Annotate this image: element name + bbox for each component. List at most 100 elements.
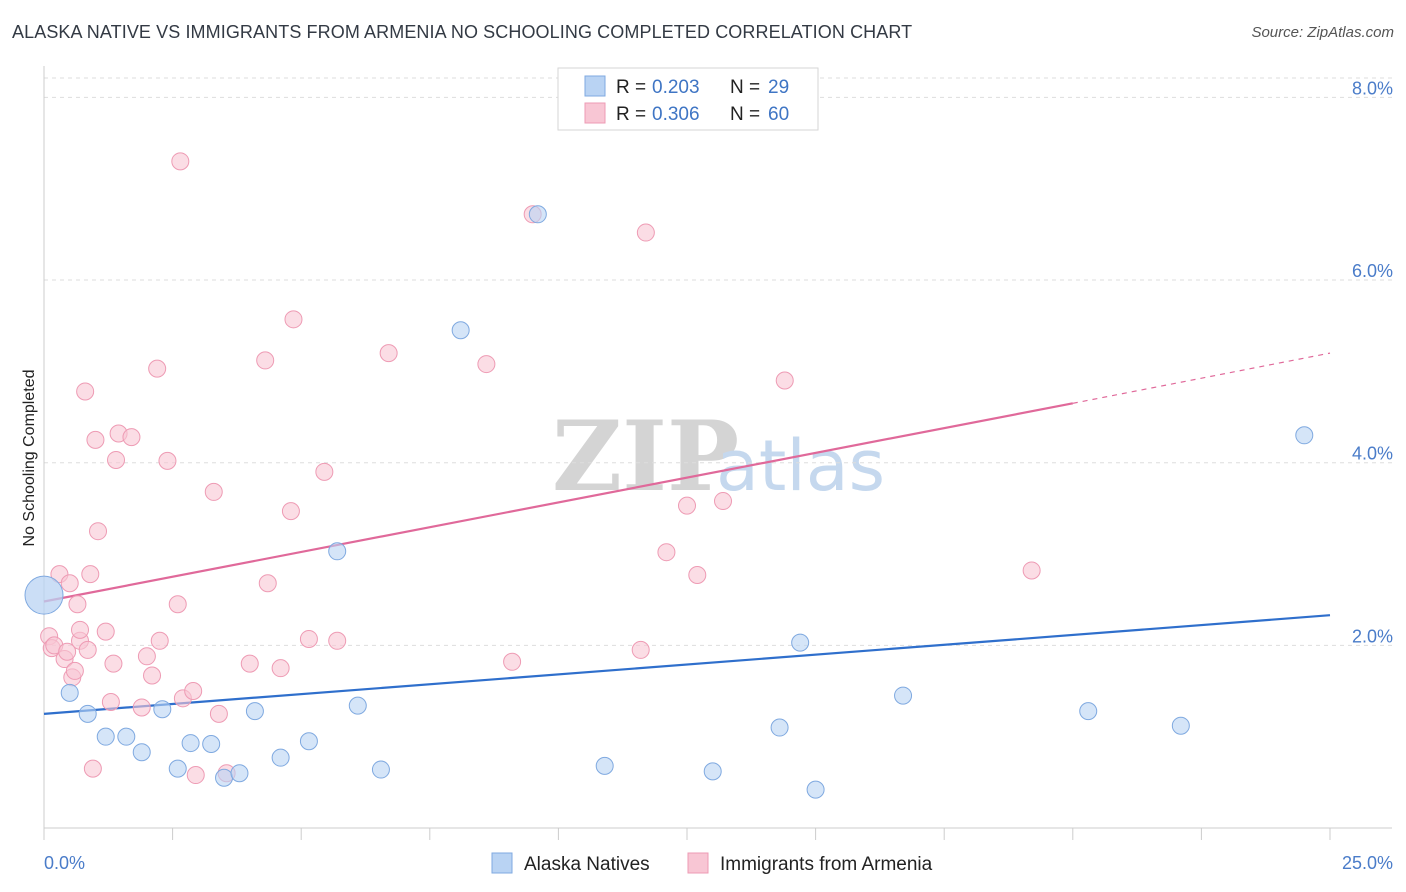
watermark-atlas: atlas: [716, 425, 885, 507]
trend-lines: [43, 352, 1331, 715]
point-armenia: [78, 640, 97, 659]
point-armenia: [209, 704, 228, 723]
point-alaska-native: [1171, 716, 1190, 735]
y-tick-label: 8.0%: [1352, 78, 1393, 98]
y-tick-label: 2.0%: [1352, 626, 1393, 646]
point-armenia: [299, 629, 318, 648]
legend-r-label-blue: R =: [616, 77, 646, 98]
point-alaska-native: [528, 205, 547, 224]
point-armenia: [68, 595, 87, 614]
point-armenia: [477, 355, 496, 374]
chart-title: ALASKA NATIVE VS IMMIGRANTS FROM ARMENIA…: [12, 22, 913, 42]
point-alaska-native: [328, 542, 347, 561]
top-legend: R = 0.203 N = 29 R = 0.306 N = 60: [557, 67, 819, 131]
point-armenia: [328, 631, 347, 650]
point-armenia: [284, 310, 303, 329]
trend-line-armenia: [43, 402, 1074, 603]
point-armenia: [281, 502, 300, 521]
point-armenia: [150, 631, 169, 650]
point-alaska-native: [153, 700, 172, 719]
point-alaska-native: [1295, 426, 1314, 445]
point-armenia: [379, 344, 398, 363]
bottom-legend-label-armenia: Immigrants from Armenia: [720, 854, 933, 875]
point-armenia: [96, 622, 115, 641]
x-tick-label-min: 0.0%: [44, 853, 85, 873]
y-axis-title: No Schooling Completed: [21, 370, 38, 547]
point-armenia: [86, 430, 105, 449]
point-armenia: [315, 462, 334, 481]
point-armenia: [186, 766, 205, 785]
trend-line-alaska-natives: [43, 614, 1331, 715]
point-armenia: [76, 382, 95, 401]
point-armenia: [714, 492, 733, 511]
bottom-legend-swatch-blue: [491, 852, 513, 874]
point-armenia: [107, 450, 126, 469]
point-armenia: [158, 451, 177, 470]
point-armenia: [271, 659, 290, 678]
point-alaska-native: [770, 718, 789, 737]
point-alaska-native: [595, 756, 614, 775]
point-armenia: [657, 543, 676, 562]
point-alaska-native: [78, 704, 97, 723]
point-armenia: [678, 496, 696, 515]
legend-n-label-blue: N =: [730, 77, 760, 98]
bottom-legend: Alaska Natives Immigrants from Armenia: [491, 852, 933, 875]
point-alaska-native: [806, 780, 825, 799]
point-alaska-native: [96, 727, 115, 746]
point-alaska-native: [202, 734, 221, 753]
point-armenia: [143, 666, 162, 685]
point-armenia: [60, 574, 79, 593]
point-alaska-native: [703, 762, 722, 781]
y-tick-label: 4.0%: [1352, 444, 1393, 464]
point-armenia: [81, 565, 100, 584]
legend-r-value-pink: 0.306: [652, 104, 700, 125]
point-armenia: [775, 371, 794, 390]
y-tick-label: 6.0%: [1352, 261, 1393, 281]
point-armenia: [1022, 561, 1041, 580]
legend-n-value-blue: 29: [768, 77, 789, 98]
point-armenia: [256, 351, 275, 370]
point-armenia: [204, 482, 223, 501]
legend-swatch-pink: [584, 102, 606, 124]
legend-n-value-pink: 60: [768, 104, 789, 125]
legend-r-label-pink: R =: [616, 104, 646, 125]
source-label: Source: ZipAtlas.com: [1251, 24, 1394, 41]
bottom-legend-swatch-pink: [687, 852, 709, 874]
point-armenia: [58, 642, 77, 661]
point-armenia: [122, 428, 141, 447]
x-tick-label-max: 25.0%: [1342, 853, 1393, 873]
axes: [43, 66, 1392, 840]
watermark-zip: ZIP: [552, 400, 739, 513]
point-alaska-native: [168, 759, 187, 778]
point-armenia: [168, 595, 187, 614]
point-alaska-native: [181, 734, 200, 753]
point-alaska-native: [230, 764, 249, 783]
point-armenia: [83, 759, 102, 778]
trend-line-armenia-extension: [1072, 352, 1331, 404]
point-armenia: [631, 640, 650, 659]
point-alaska-native: [132, 743, 151, 762]
point-alaska-native: [245, 702, 264, 721]
point-alaska-native: [1079, 702, 1098, 721]
point-alaska-native: [271, 748, 290, 767]
point-alaska-native: [894, 686, 913, 705]
point-armenia: [148, 359, 167, 378]
point-alaska-native: [299, 732, 318, 751]
point-armenia: [240, 654, 259, 673]
point-armenia: [71, 620, 90, 639]
point-armenia: [688, 566, 707, 585]
point-armenia: [101, 692, 120, 711]
point-armenia: [184, 682, 203, 701]
point-alaska-native: [60, 683, 79, 702]
point-armenia: [104, 654, 123, 673]
point-alaska-native: [348, 696, 367, 715]
gridlines: [44, 77, 1392, 646]
point-alaska-native: [24, 575, 64, 615]
point-armenia: [89, 522, 108, 541]
point-armenia: [636, 223, 655, 242]
legend-n-label-pink: N =: [730, 104, 760, 125]
legend-swatch-blue: [584, 75, 606, 97]
point-alaska-native: [117, 727, 136, 746]
point-armenia: [503, 652, 522, 671]
